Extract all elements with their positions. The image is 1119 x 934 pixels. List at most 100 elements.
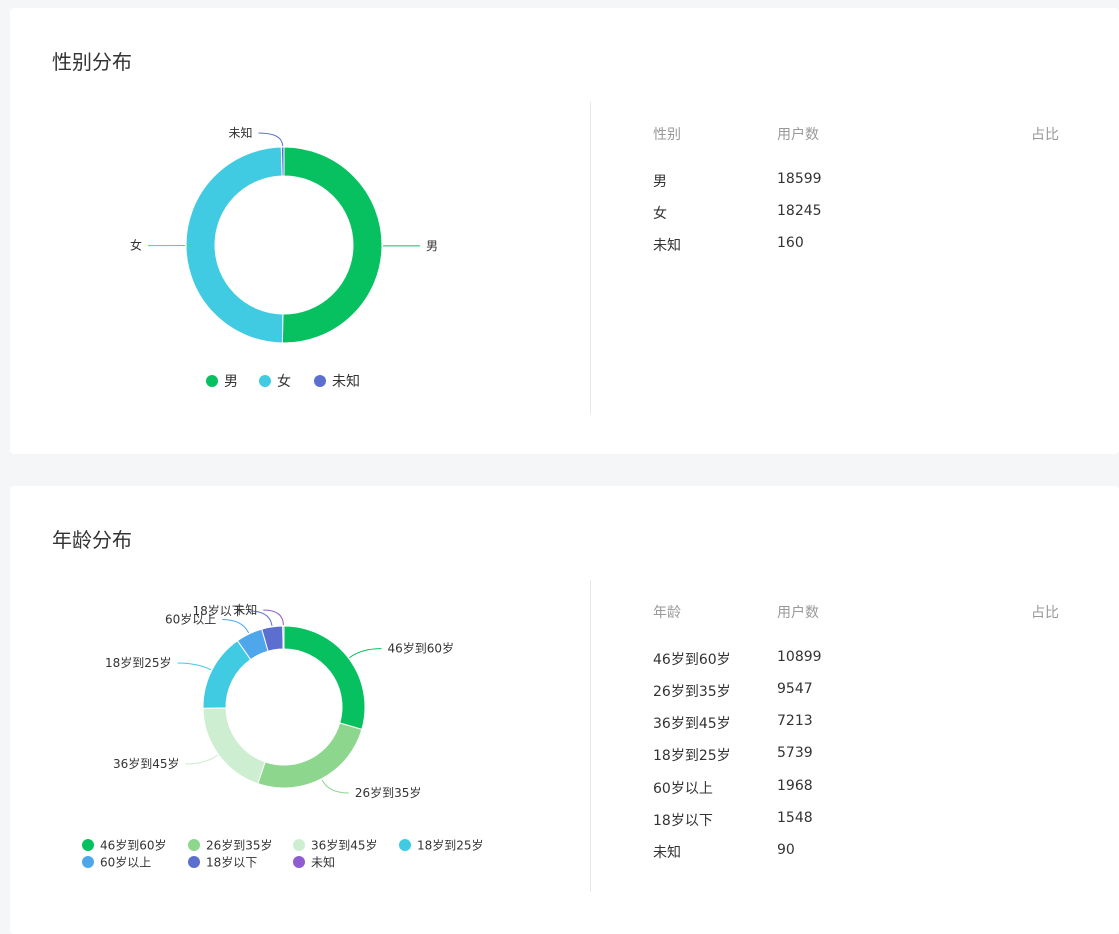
donut-slices [185, 146, 383, 344]
leader-line [349, 648, 382, 659]
age-donut-chart: 46岁到60岁26岁到35岁36岁到45岁18岁到25岁60岁以上18岁以下未知… [82, 603, 484, 869]
donut-slice[interactable] [202, 640, 252, 709]
donut-slice[interactable] [283, 625, 366, 730]
gender-distribution-card: 性别分布 男女未知男女未知 性别 用户数 占比 男 18599 女 18245 … [10, 8, 1119, 454]
age-row-label: 60岁以上 [653, 781, 713, 797]
gender-divider [590, 102, 591, 414]
gender-table-row: 未知 160 [653, 235, 1073, 255]
legend-label: 女 [277, 373, 291, 390]
chart-legend: 男 女 未知 [206, 373, 360, 390]
leader-line [249, 610, 273, 626]
age-table-row: 18岁以下 1548 [653, 810, 1073, 830]
legend-item[interactable]: 60岁以上 [82, 854, 151, 869]
age-row-count: 7213 [777, 713, 813, 729]
age-header-label: 年龄 [653, 605, 681, 621]
age-card-title: 年龄分布 [52, 528, 132, 552]
leader-line [321, 779, 349, 794]
age-row-label: 46岁到60岁 [653, 652, 731, 668]
legend-label: 18岁到25岁 [417, 837, 484, 852]
legend-item[interactable]: 46岁到60岁 [82, 837, 167, 852]
legend-label: 26岁到35岁 [206, 837, 273, 852]
legend-dot [206, 375, 218, 387]
age-row-count: 1548 [777, 810, 813, 826]
leader-line [258, 132, 284, 147]
gender-header-label: 性别 [653, 127, 681, 143]
age-row-count: 1968 [777, 778, 813, 794]
donut-slice[interactable] [281, 146, 383, 344]
slice-label: 未知 [233, 603, 257, 617]
donut-slice[interactable] [280, 146, 285, 177]
legend-dot [82, 856, 94, 868]
age-table-row: 18岁到25岁 5739 [653, 745, 1073, 765]
age-table-row: 46岁到60岁 10899 [653, 649, 1073, 669]
legend-dot [259, 375, 271, 387]
donut-slice[interactable] [257, 722, 363, 789]
gender-card-title: 性别分布 [52, 50, 132, 74]
leader-line [222, 618, 250, 634]
age-row-label: 18岁到25岁 [653, 748, 731, 764]
gender-row-count: 160 [777, 235, 804, 251]
legend-dot [293, 856, 305, 868]
gender-header-count: 用户数 [777, 127, 819, 143]
slice-label: 36岁到45岁 [113, 756, 180, 771]
leader-line [185, 754, 218, 765]
legend-item[interactable]: 36岁到45岁 [293, 837, 378, 852]
legend-dot [188, 839, 200, 851]
legend-label: 46岁到60岁 [100, 837, 167, 852]
donut-labels: 男 女 未知 [130, 126, 438, 253]
legend-dot [293, 839, 305, 851]
legend-item[interactable]: 26岁到35岁 [188, 837, 273, 852]
donut-slices [202, 625, 366, 789]
age-row-label: 26岁到35岁 [653, 684, 731, 700]
legend-item[interactable]: 女 [259, 373, 291, 390]
age-row-count: 9547 [777, 681, 813, 697]
age-header-pct: 占比 [1031, 605, 1059, 621]
age-distribution-card: 年龄分布 46岁到60岁 26岁到35岁 36岁到45岁 18岁到25岁 60岁以上 18… [10, 486, 1119, 934]
chart-legend: 46岁到60岁 26岁到35岁 36岁到45岁 18岁到25岁 60岁以上 18岁以下 未知 [82, 837, 484, 869]
gender-row-label: 女 [653, 206, 667, 222]
donut-slice[interactable] [282, 625, 285, 650]
age-row-label: 未知 [653, 845, 681, 861]
gender-table-row: 男 18599 [653, 171, 1073, 191]
legend-dot [399, 839, 411, 851]
gender-donut-chart: 男女未知男女未知 [130, 126, 438, 390]
slice-label: 女 [130, 238, 142, 253]
legend-label: 60岁以上 [100, 854, 151, 869]
legend-item[interactable]: 18岁到25岁 [399, 837, 484, 852]
gender-row-count: 18599 [777, 171, 822, 187]
slice-label: 46岁到60岁 [387, 641, 454, 656]
donut-slice[interactable] [202, 707, 266, 785]
age-table-header: 年龄 用户数 占比 [653, 602, 1073, 622]
leader-line [177, 662, 212, 671]
legend-item[interactable]: 18岁以下 [188, 854, 257, 869]
slice-label: 未知 [228, 126, 252, 140]
age-table-row: 26岁到35岁 9547 [653, 681, 1073, 701]
legend-label: 未知 [332, 373, 360, 390]
slice-label: 18岁到25岁 [105, 655, 172, 670]
gender-row-label: 未知 [653, 238, 681, 254]
age-row-count: 90 [777, 842, 795, 858]
age-header-count: 用户数 [777, 605, 819, 621]
donut-slice[interactable] [185, 146, 284, 344]
legend-item[interactable]: 男 [206, 374, 238, 390]
gender-table-row: 女 18245 [653, 203, 1073, 223]
legend-label: 36岁到45岁 [311, 837, 378, 852]
gender-row-label: 男 [653, 174, 667, 190]
legend-dot [82, 839, 94, 851]
legend-item[interactable]: 未知 [314, 373, 360, 390]
slice-label: 60岁以上 [165, 611, 216, 626]
slice-label: 男 [426, 239, 438, 253]
age-row-count: 10899 [777, 649, 822, 665]
age-table-row: 60岁以上 1968 [653, 778, 1073, 798]
legend-dot [314, 375, 326, 387]
legend-dot [188, 856, 200, 868]
age-row-label: 36岁到45岁 [653, 716, 731, 732]
legend-label: 未知 [311, 855, 335, 869]
age-table-row: 未知 90 [653, 842, 1073, 862]
slice-label: 18岁以下 [193, 603, 244, 618]
legend-label: 18岁以下 [206, 854, 257, 869]
legend-item[interactable]: 未知 [293, 855, 335, 869]
slice-label: 26岁到35岁 [355, 785, 422, 800]
leader-line [263, 609, 284, 626]
